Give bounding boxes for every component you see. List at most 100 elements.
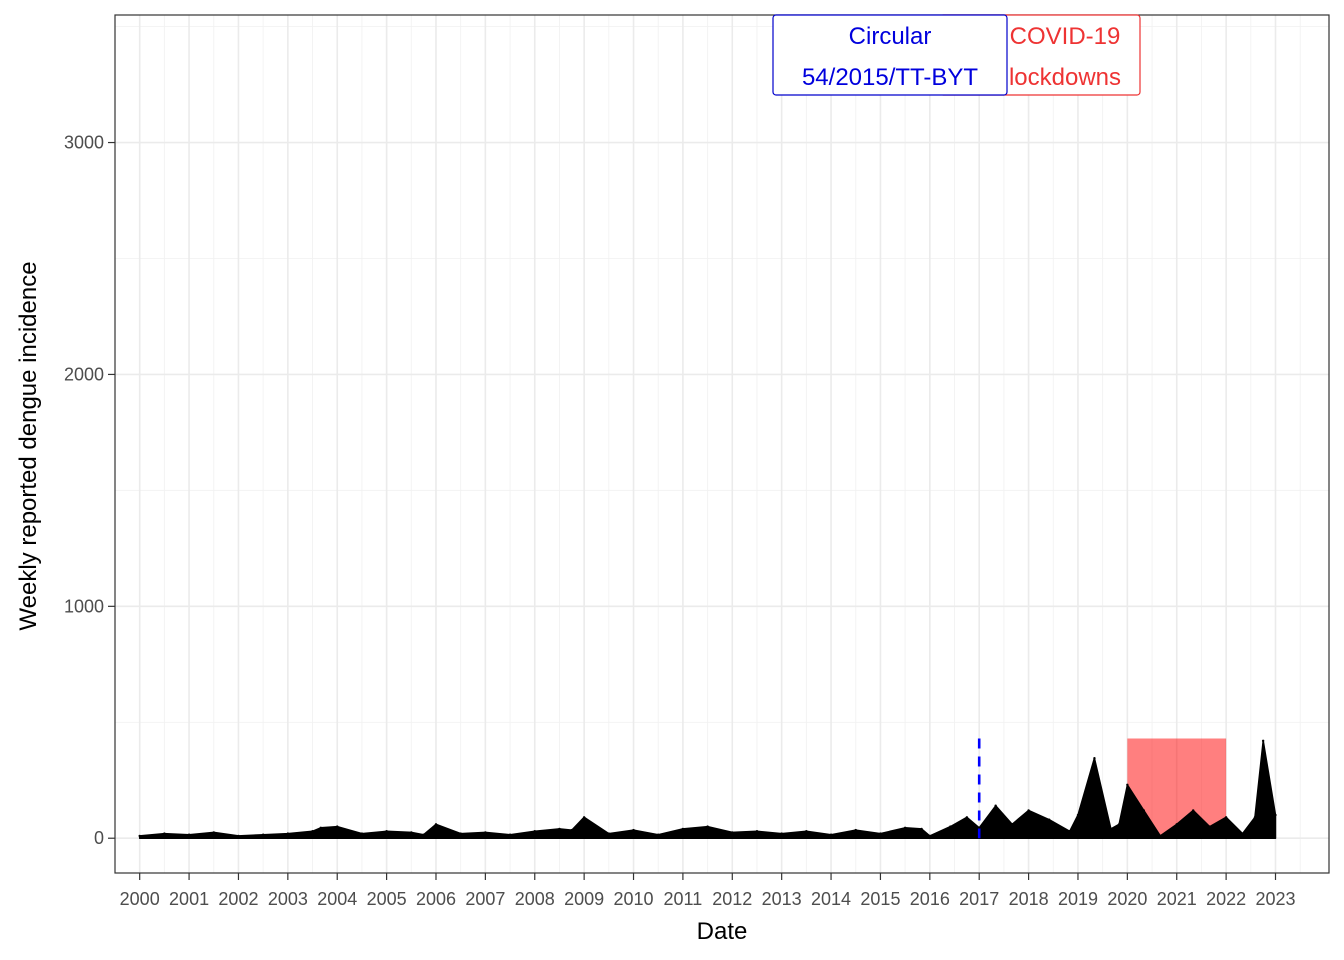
- y-tick-label: 3000: [64, 133, 104, 153]
- x-tick-label: 2001: [169, 889, 209, 909]
- data-point: [1093, 757, 1096, 760]
- y-tick-label: 2000: [64, 364, 104, 384]
- data-point: [1208, 825, 1211, 828]
- x-tick-label: 2012: [712, 889, 752, 909]
- data-point: [311, 830, 314, 833]
- x-tick-label: 2016: [910, 889, 950, 909]
- circular-label-line1: Circular: [849, 23, 932, 50]
- x-tick-label: 2015: [860, 889, 900, 909]
- data-point: [163, 832, 166, 835]
- data-point: [459, 832, 462, 835]
- data-point: [1175, 823, 1178, 826]
- x-tick-label: 2009: [564, 889, 604, 909]
- data-point: [484, 831, 487, 834]
- x-tick-label: 2003: [268, 889, 308, 909]
- x-tick-label: 2002: [218, 889, 258, 909]
- circular-label-box: [772, 14, 1008, 96]
- data-point: [570, 828, 573, 832]
- data-point: [1010, 823, 1014, 826]
- data-point: [657, 833, 660, 836]
- data-point: [1142, 809, 1146, 812]
- data-point: [681, 827, 685, 831]
- data-point: [994, 804, 997, 807]
- data-point: [212, 831, 215, 834]
- x-tick-label: 2021: [1157, 889, 1197, 909]
- y-axis-title: Weekly reported dengue incidence: [15, 261, 42, 630]
- x-tick-label: 2017: [959, 889, 999, 909]
- x-tick-label: 2010: [613, 889, 653, 909]
- data-point: [805, 830, 808, 833]
- y-tick-label: 1000: [64, 596, 104, 616]
- x-axis-title: Date: [697, 918, 748, 945]
- data-point: [410, 831, 413, 834]
- x-tick-label: 2018: [1009, 889, 1049, 909]
- grid-major: [115, 15, 1329, 873]
- data-point: [319, 826, 322, 829]
- x-tick-label: 2013: [762, 889, 802, 909]
- x-tick-label: 2022: [1206, 889, 1246, 909]
- data-point: [1126, 783, 1129, 787]
- data-point: [949, 825, 952, 828]
- data-point: [261, 833, 265, 836]
- data-point: [1068, 830, 1071, 833]
- x-tick-label: 2020: [1107, 889, 1147, 909]
- x-tick-label: 2011: [664, 889, 703, 909]
- data-point: [920, 827, 923, 831]
- data-point: [1253, 816, 1257, 819]
- plot-panel-border: [114, 14, 1330, 874]
- data-point: [286, 832, 290, 835]
- covid-label-line2: lockdowns: [1009, 64, 1121, 91]
- data-point: [138, 834, 141, 838]
- circular-label-line2: 54/2015/TT-BYT: [802, 64, 978, 91]
- data-point: [508, 833, 512, 836]
- data-point: [829, 833, 833, 836]
- x-tick-label: 2019: [1058, 889, 1098, 909]
- data-point: [434, 823, 438, 826]
- data-point: [731, 831, 734, 834]
- data-point: [582, 816, 586, 819]
- data-point: [1076, 813, 1080, 817]
- data-point: [854, 828, 857, 832]
- data-point: [1159, 834, 1162, 838]
- y-tick-label: 0: [94, 828, 104, 848]
- x-tick-label: 2014: [811, 889, 851, 909]
- data-point: [903, 826, 907, 829]
- data-point: [360, 832, 364, 835]
- data-point: [336, 825, 339, 828]
- x-tick-label: 2000: [120, 889, 160, 909]
- data-point: [978, 826, 981, 829]
- data-point: [1027, 809, 1030, 812]
- circular-annotation-label: Circular 54/2015/TT-BYT: [772, 14, 1008, 96]
- data-point: [237, 834, 240, 838]
- data-point: [928, 834, 932, 838]
- data-point: [1274, 813, 1277, 817]
- data-point: [632, 828, 635, 832]
- x-tick-label: 2005: [367, 889, 407, 909]
- grid-minor: [114, 15, 1329, 873]
- x-tick-label: 2008: [515, 889, 555, 909]
- x-tick-label: 2004: [317, 889, 357, 909]
- y-axis: 0 1000 2000 3000: [64, 133, 115, 848]
- data-point: [1261, 739, 1265, 743]
- series-layer: [138, 739, 1277, 839]
- data-point: [706, 825, 709, 828]
- data-point: [533, 830, 536, 833]
- data-point: [607, 832, 611, 835]
- data-point: [755, 830, 759, 833]
- x-tick-label: 2023: [1255, 889, 1295, 909]
- data-point: [965, 816, 969, 819]
- data-point: [1224, 816, 1228, 819]
- x-axis: 2000 2001 2002 2003 2004 2005 2006 2007 2008 2009…: [120, 873, 1296, 909]
- data-point: [1109, 827, 1113, 831]
- x-tick-label: 2006: [416, 889, 456, 909]
- data-point: [558, 827, 561, 831]
- data-point: [187, 833, 191, 836]
- data-point: [1191, 809, 1195, 812]
- data-point: [385, 830, 388, 833]
- data-point: [1047, 818, 1051, 821]
- data-point: [879, 832, 882, 835]
- data-point: [780, 832, 783, 835]
- covid-label-line1: COVID-19: [1010, 23, 1121, 50]
- data-point: [1117, 823, 1121, 826]
